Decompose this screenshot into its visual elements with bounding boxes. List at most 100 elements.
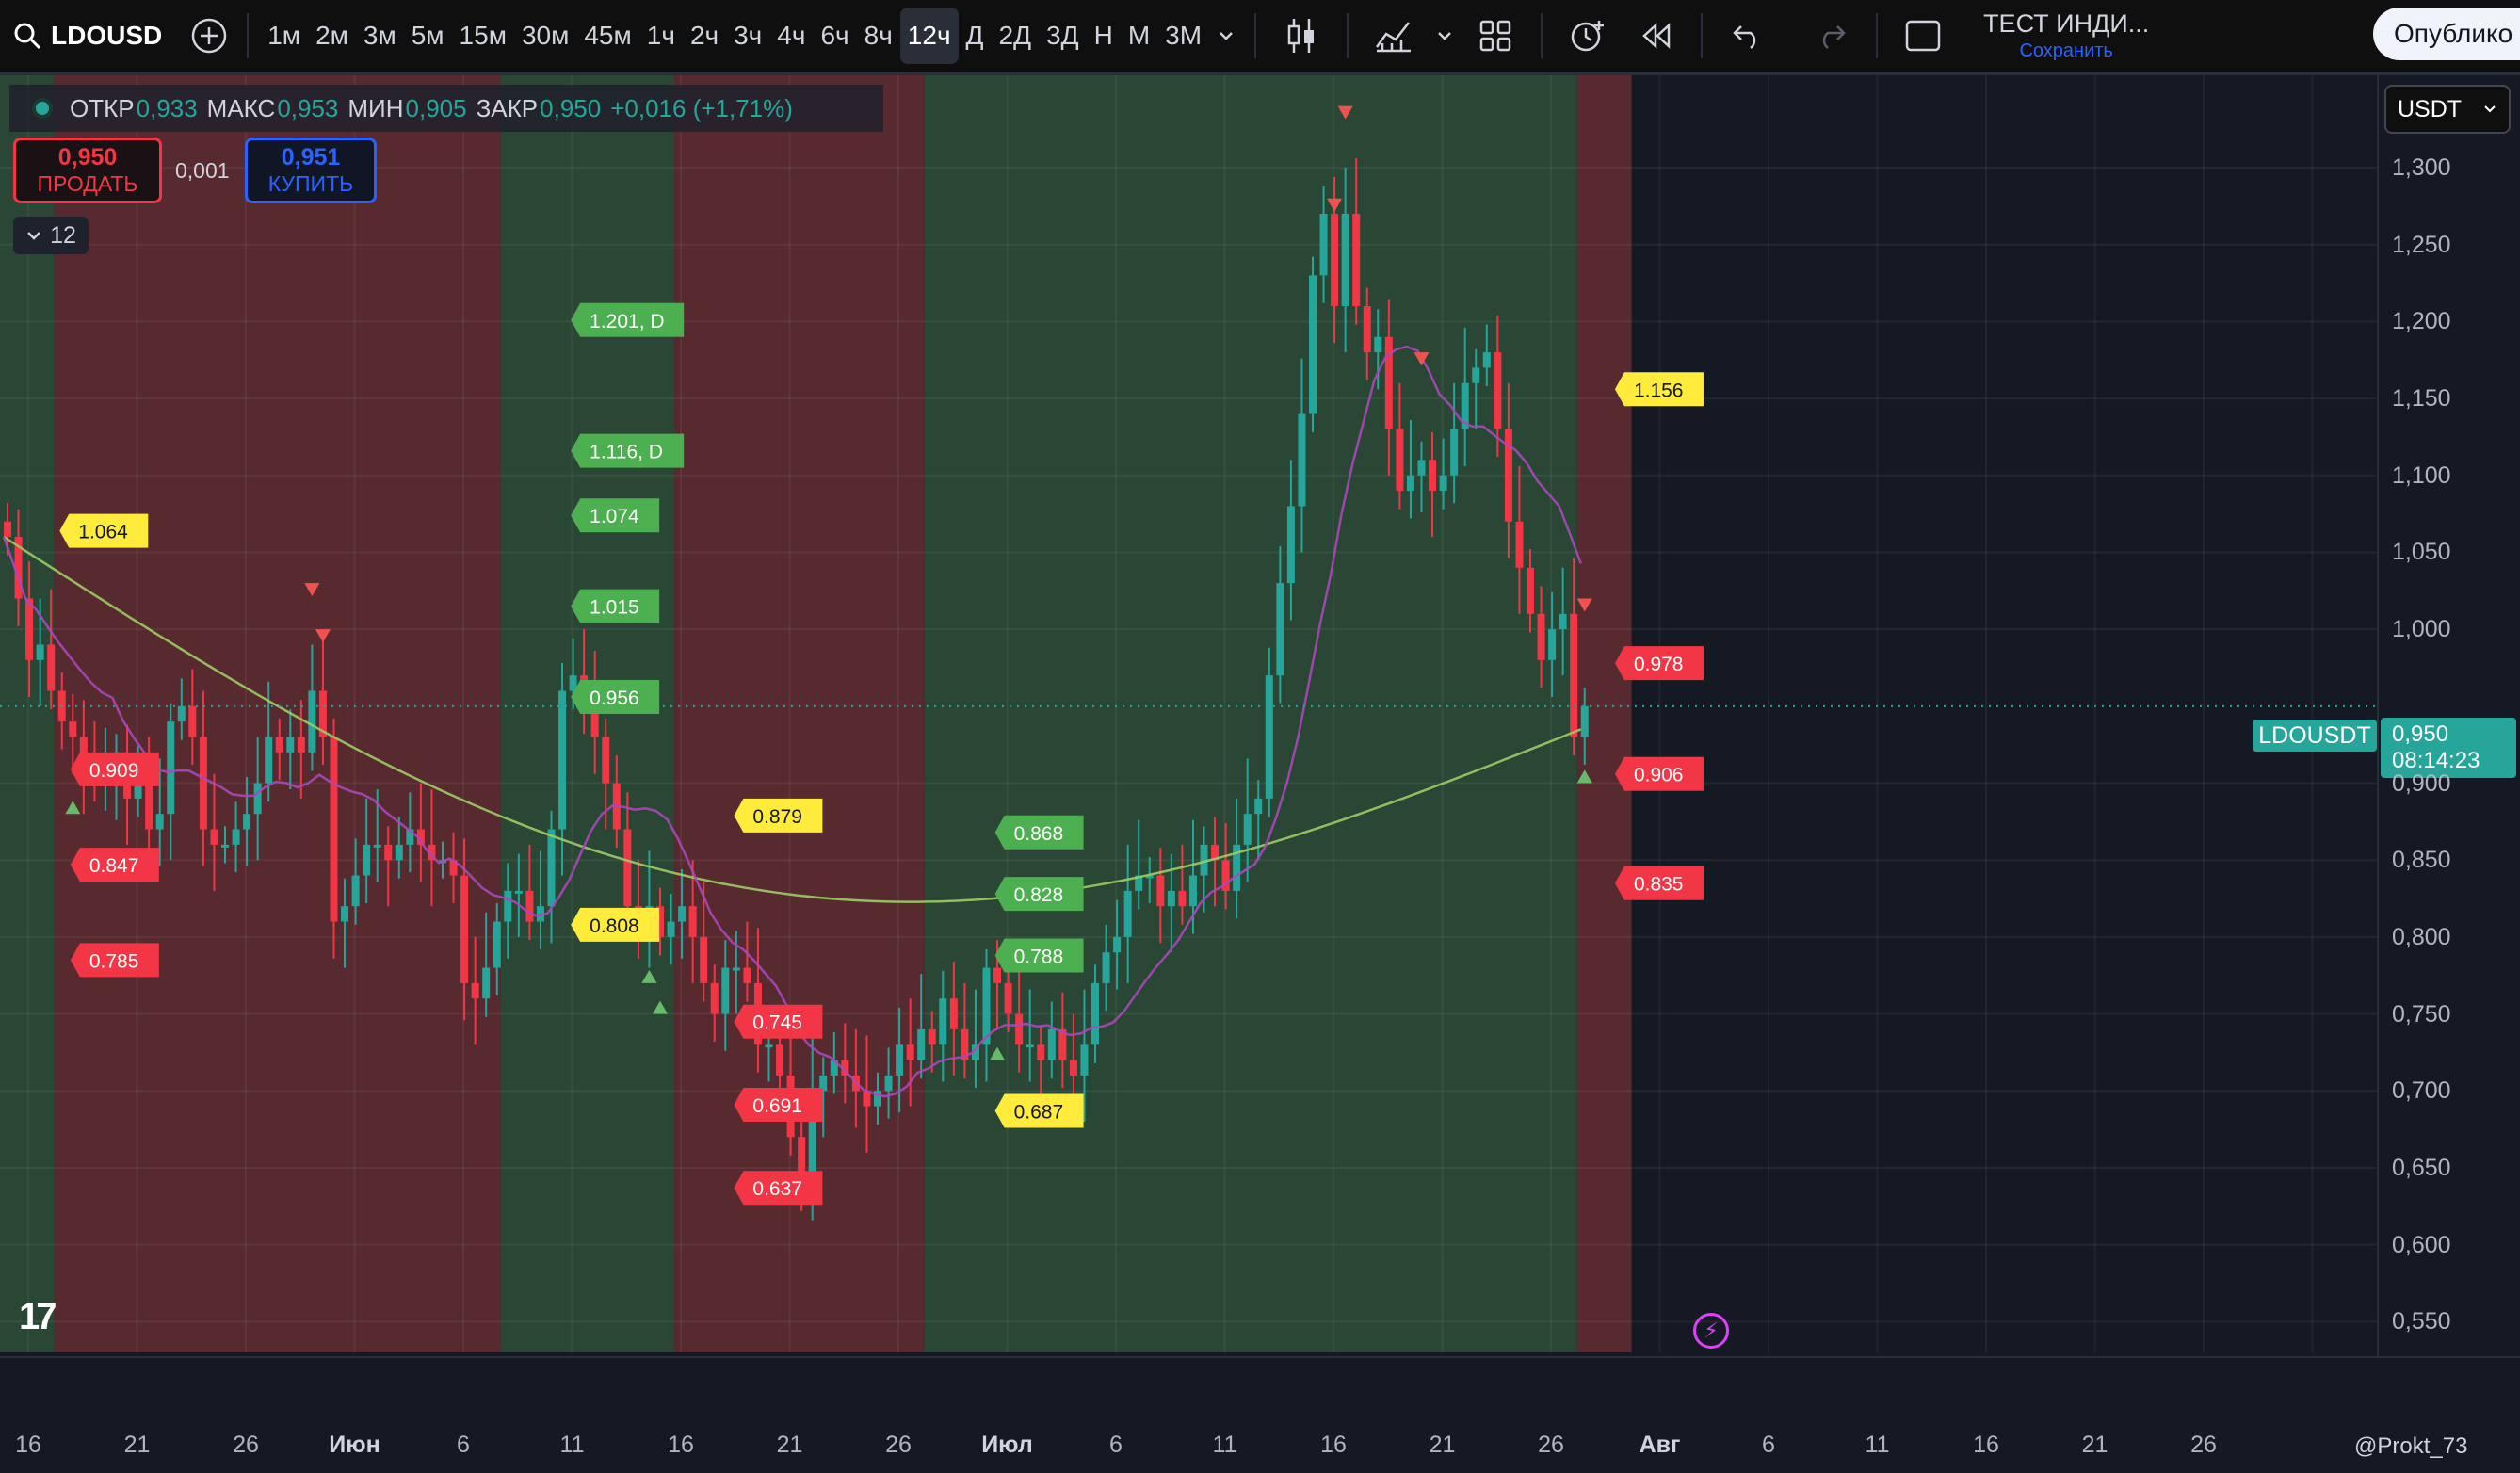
indicators-button[interactable] (1360, 8, 1428, 64)
sell-signal-marker (1337, 105, 1353, 120)
candle-body (232, 829, 240, 845)
tradingview-logo[interactable]: 17 (19, 1296, 57, 1337)
layout-button[interactable] (1462, 8, 1529, 64)
time-axis[interactable] (0, 1356, 2520, 1473)
candle-body (363, 844, 371, 876)
sell-signal-marker (304, 583, 320, 597)
alert-icon (1571, 21, 1605, 52)
candle-body (993, 967, 1002, 983)
lightning-icon[interactable]: ⚡ (1693, 1313, 1729, 1349)
publish-button[interactable]: Опублико (2373, 8, 2520, 60)
buy-signal-marker (641, 969, 657, 983)
high-label: МАКС (206, 93, 276, 122)
interval-10[interactable]: 4ч (777, 21, 806, 50)
buy-signal-marker (65, 801, 81, 815)
candle-body (808, 1091, 816, 1184)
price-tick: 0,800 (2392, 923, 2451, 950)
save-link[interactable]: Сохранить (2019, 40, 2113, 61)
chart-canvas[interactable]: 1.064 0.909 0.847 0.785 1.201, D 1.116, D 1.07… (0, 75, 2377, 1356)
interval-15[interactable]: 2Д (998, 21, 1032, 50)
interval-17[interactable]: Н (1093, 21, 1113, 50)
interval-18[interactable]: М (1127, 21, 1151, 50)
candle-body (1221, 860, 1230, 891)
time-tick: 26 (233, 1432, 259, 1458)
time-tick: Авг (1639, 1432, 1681, 1458)
candle-body (1537, 613, 1545, 660)
level-label-tag (994, 1093, 1084, 1128)
sell-signal-marker (1413, 352, 1430, 366)
candle-body (667, 921, 675, 937)
candle-body (1494, 352, 1502, 429)
interval-0[interactable]: 1м (267, 21, 301, 50)
candle-body (134, 783, 142, 799)
candle-body (1233, 844, 1241, 891)
price-axis[interactable] (2377, 75, 2520, 1356)
sell-signal-marker (1576, 598, 1592, 612)
interval-1[interactable]: 2м (315, 21, 348, 50)
time-tick: 16 (15, 1432, 41, 1458)
interval-13[interactable]: 12ч (899, 8, 959, 64)
sell-button[interactable]: 0,950 ПРОДАТЬ (13, 138, 162, 203)
indicators-icon (1376, 22, 1412, 53)
interval-11[interactable]: 6ч (820, 21, 849, 50)
undo-icon (1733, 25, 1756, 49)
candle-body (656, 906, 664, 937)
candle-body (69, 721, 77, 737)
candle-body (1352, 214, 1361, 307)
replay-button[interactable] (1622, 8, 1689, 64)
time-tick: 21 (1429, 1432, 1456, 1458)
candle-body (482, 967, 491, 999)
interval-dropdown[interactable] (1209, 8, 1243, 64)
interval-12[interactable]: 8ч (864, 21, 893, 50)
candle-body (1080, 1044, 1089, 1076)
chart-type-button[interactable] (1268, 8, 1335, 64)
candle-body (884, 1075, 893, 1092)
candle-body (688, 906, 697, 937)
candle-body (4, 521, 11, 538)
interval-14[interactable]: Д (965, 21, 984, 50)
interval-5[interactable]: 30м (521, 21, 570, 50)
chevron-down-icon (2484, 105, 2496, 113)
low-label: МИН (347, 93, 404, 122)
redo-button[interactable] (1797, 8, 1865, 64)
search-icon (14, 23, 41, 50)
undo-button[interactable] (1714, 8, 1782, 64)
interval-9[interactable]: 3ч (734, 21, 763, 50)
add-symbol-button[interactable] (183, 8, 235, 64)
level-label-tag (59, 513, 149, 548)
open-value: 0,933 (136, 93, 198, 122)
alert-button[interactable] (1554, 8, 1622, 64)
symbol-search[interactable]: LDOUSD (13, 8, 162, 64)
buy-button[interactable]: 0,951 КУПИТЬ (245, 138, 377, 203)
candle-body (949, 998, 958, 1029)
high-value: 0,953 (277, 93, 339, 122)
interval-19[interactable]: 3М (1165, 21, 1203, 50)
candle-body (1113, 936, 1122, 953)
candle-body (265, 736, 273, 784)
interval-3[interactable]: 5м (411, 21, 444, 50)
author-watermark: @Prokt_73 (2354, 1433, 2468, 1459)
interval-4[interactable]: 15м (459, 21, 507, 50)
time-tick: 6 (457, 1432, 470, 1458)
chart-area[interactable]: 1.064 0.909 0.847 0.785 1.201, D 1.116, D 1.07… (0, 75, 2377, 1356)
bar-countdown: 08:14:23 (2392, 748, 2480, 773)
replay-icon (1642, 23, 1671, 49)
level-label-tag (734, 1004, 823, 1039)
interval-8[interactable]: 2ч (689, 21, 719, 50)
interval-16[interactable]: 3Д (1046, 21, 1079, 50)
indicators-dropdown[interactable] (1428, 8, 1462, 64)
currency-select[interactable]: USDT (2384, 85, 2511, 134)
interval-6[interactable]: 45м (584, 21, 632, 50)
collapse-indicators-button[interactable]: 12 (13, 217, 89, 254)
level-label-tag (994, 877, 1084, 912)
interval-7[interactable]: 1ч (646, 21, 675, 50)
zone-bear (54, 75, 501, 1352)
price-tick: 1,050 (2392, 539, 2451, 566)
fullscreen-button[interactable] (1889, 8, 1957, 64)
toolbar-divider (1347, 13, 1349, 58)
interval-2[interactable]: 3м (363, 21, 396, 50)
time-tick: 16 (1973, 1432, 1999, 1458)
candle-body (896, 1044, 904, 1076)
indicator-template[interactable]: ТЕСТ ИНДИ... Сохранить (1983, 9, 2149, 62)
level-label-tag (1614, 756, 1704, 791)
